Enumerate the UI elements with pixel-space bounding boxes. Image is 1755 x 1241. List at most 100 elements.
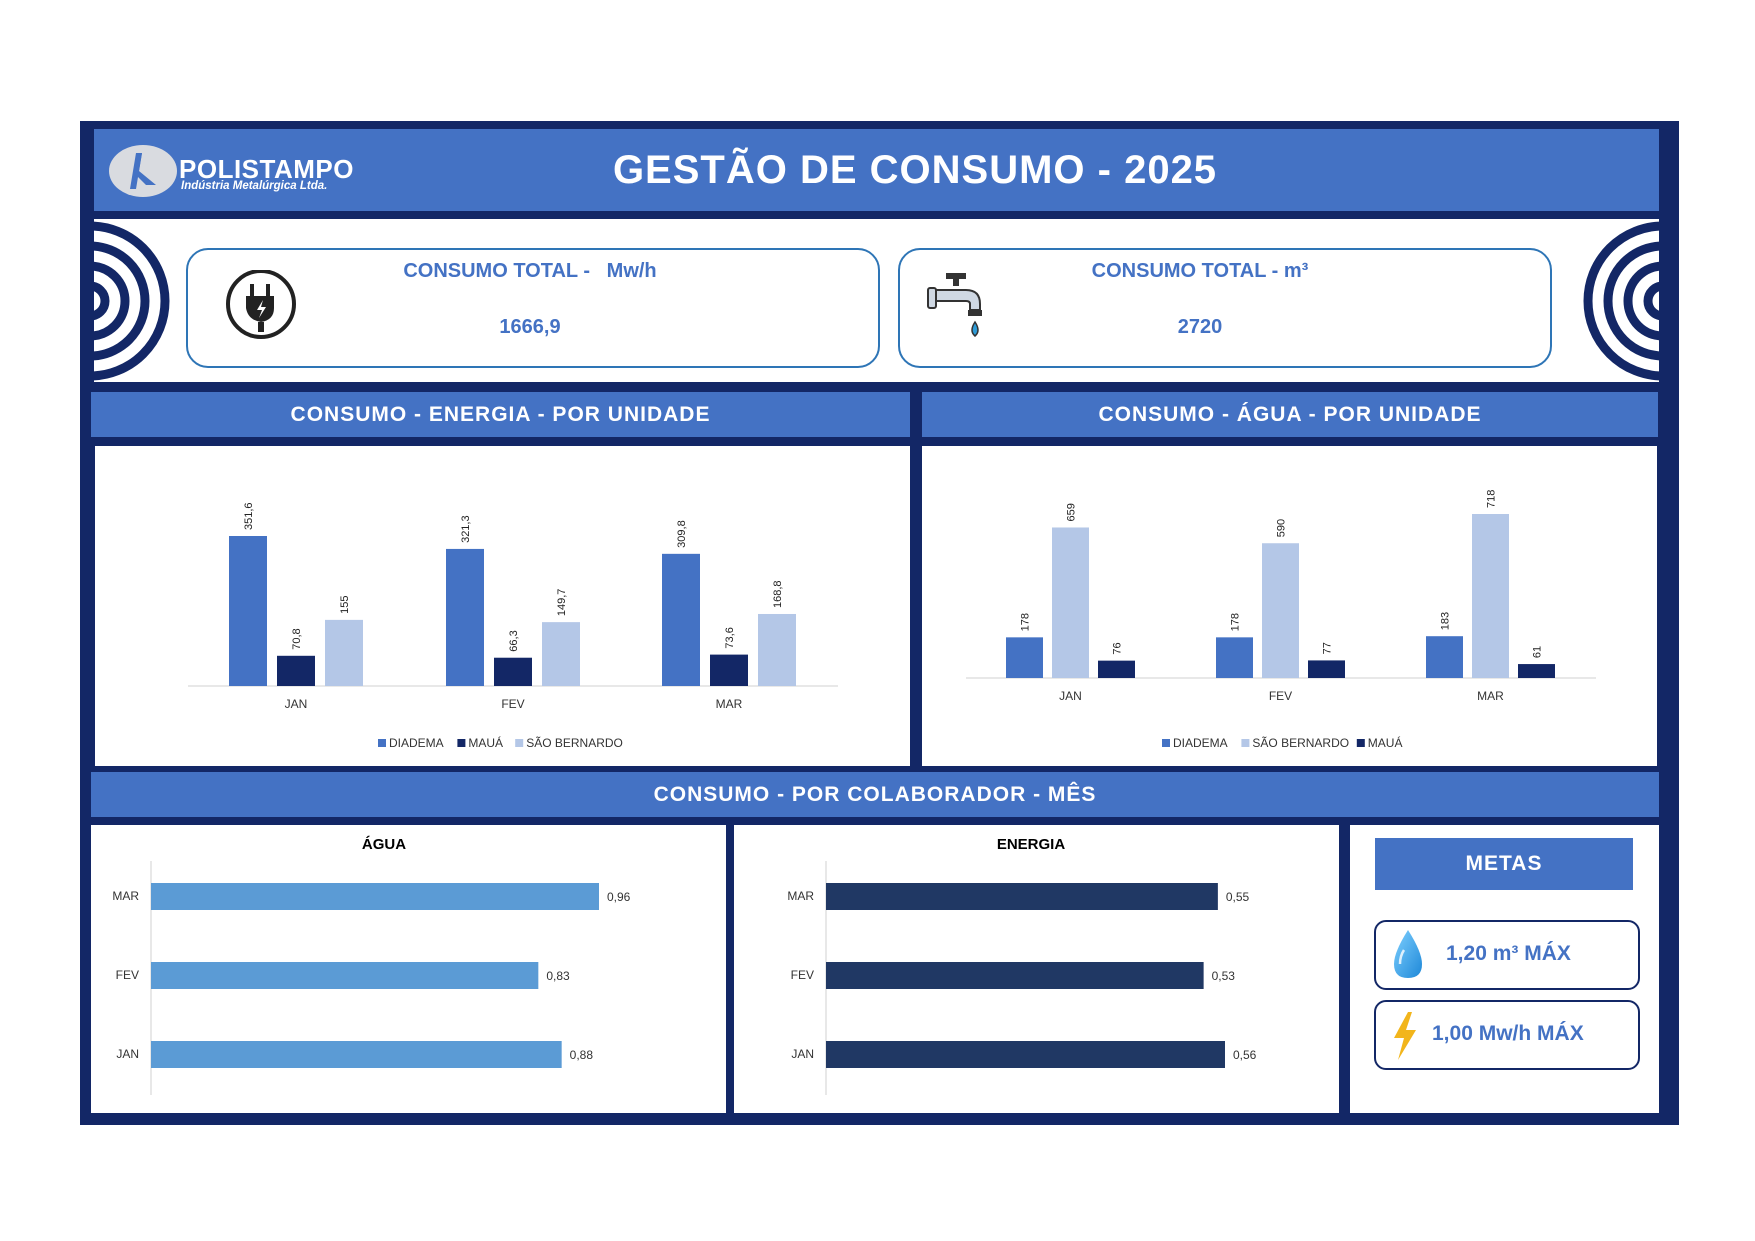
data-label: 718 <box>1486 490 1498 508</box>
x-tick-label: MAR <box>1477 689 1504 703</box>
x-tick-label: JAN <box>285 697 308 711</box>
data-label: 178 <box>1230 613 1242 631</box>
legend-swatch <box>1356 739 1365 747</box>
legend-label: MAUÁ <box>468 735 503 750</box>
meta-energy-box <box>1374 1000 1640 1070</box>
data-label: 66,3 <box>508 630 520 651</box>
agua-colab-panel: ÁGUA MAR 0,96 FEV 0,83 JAN 0,88 <box>91 825 726 1113</box>
hbar-fev <box>826 962 1204 989</box>
data-label: 76 <box>1112 642 1124 654</box>
bar-são-bernardo-jan <box>1052 527 1089 678</box>
legend-swatch <box>515 739 524 747</box>
water-units-chart: 178 659 76 JAN 178 590 77 FEV 183 718 61 MAR DIADEMA… <box>966 490 1596 750</box>
bar-são-bernardo-fev <box>1262 543 1299 678</box>
kpi-card-energy <box>186 248 880 368</box>
bar-diadema-fev <box>446 548 484 686</box>
data-label: 70,8 <box>291 628 303 649</box>
hbar-mar <box>826 883 1218 910</box>
meta-energy-text: 1,00 Mw/h MÁX <box>1432 1022 1584 1045</box>
legend-swatch <box>457 739 466 747</box>
bar-diadema-fev <box>1216 637 1253 678</box>
kpi-card-water <box>898 248 1552 368</box>
agua-colab-chart: ÁGUA MAR 0,96 FEV 0,83 JAN 0,88 <box>112 836 631 1095</box>
meta-water-text: 1,20 m³ MÁX <box>1446 942 1571 965</box>
metas-title: METAS <box>1375 838 1633 890</box>
x-tick-label: FEV <box>501 697 524 711</box>
water-drop-icon <box>1388 926 1428 984</box>
bar-são-bernardo-mar <box>758 613 796 686</box>
legend-label: SÃO BERNARDO <box>1252 736 1349 750</box>
legend-label: MAUÁ <box>1368 735 1403 750</box>
bar-são-bernardo-fev <box>542 622 580 686</box>
data-label: 590 <box>1276 519 1288 537</box>
bar-mauá-jan <box>277 655 315 686</box>
data-label: 0,53 <box>1212 969 1236 983</box>
hbar-jan <box>151 1041 562 1068</box>
page-title: GESTÃO DE CONSUMO - 2025 <box>612 148 1218 192</box>
data-label: 0,83 <box>546 969 570 983</box>
energy-chart-panel: 351,6 70,8 155 JAN 321,3 66,3 149,7 FEV 309,8 73,… <box>95 446 910 766</box>
bar-são-bernardo-mar <box>1472 514 1509 678</box>
y-tick-label: JAN <box>116 1047 139 1061</box>
data-label: 149,7 <box>556 589 568 617</box>
bar-diadema-jan <box>1006 637 1043 678</box>
data-label: 309,8 <box>676 520 688 548</box>
data-label: 61 <box>1532 646 1544 658</box>
data-label: 168,8 <box>772 580 784 608</box>
y-tick-label: MAR <box>112 889 139 903</box>
hbar-mar <box>151 883 599 910</box>
logo-subtitle: Indústria Metalúrgica Ltda. <box>181 180 328 192</box>
x-tick-label: MAR <box>716 697 743 711</box>
data-label: 0,96 <box>607 890 631 904</box>
data-label: 178 <box>1020 613 1032 631</box>
bar-diadema-jan <box>229 536 267 686</box>
legend-label: SÃO BERNARDO <box>526 736 623 750</box>
section-water-units: CONSUMO - ÁGUA - POR UNIDADE <box>922 392 1658 437</box>
lightning-bolt-icon <box>1390 1010 1420 1062</box>
company-logo <box>108 143 388 199</box>
y-tick-label: MAR <box>787 889 814 903</box>
bar-mauá-fev <box>1308 660 1345 678</box>
water-chart-panel: 178 659 76 JAN 178 590 77 FEV 183 718 61 MAR DIADEMA… <box>922 446 1657 766</box>
data-label: 0,56 <box>1233 1048 1257 1062</box>
logo-emblem <box>109 145 177 197</box>
y-tick-label: JAN <box>791 1047 814 1061</box>
x-tick-label: JAN <box>1059 689 1082 703</box>
energy-units-chart: 351,6 70,8 155 JAN 321,3 66,3 149,7 FEV 309,8 73,… <box>188 502 838 750</box>
header-bar <box>94 129 1659 211</box>
y-tick-label: FEV <box>116 968 139 982</box>
legend-swatch <box>1241 739 1250 747</box>
chart-title: ENERGIA <box>997 836 1066 853</box>
section-per-employee: CONSUMO - POR COLABORADOR - MÊS <box>91 772 1659 817</box>
legend-label: DIADEMA <box>389 736 444 750</box>
data-label: 155 <box>339 596 351 614</box>
data-label: 0,88 <box>570 1048 594 1062</box>
energia-colab-panel: ENERGIA MAR 0,55 FEV 0,53 JAN 0,56 <box>734 825 1339 1113</box>
power-plug-icon <box>222 269 298 342</box>
kpi-energy-value: 1666,9 <box>499 316 561 338</box>
hbar-jan <box>826 1041 1225 1068</box>
bar-mauá-mar <box>1518 664 1555 678</box>
data-label: 351,6 <box>243 502 255 530</box>
logo-name: POLISTAMPO <box>179 154 354 184</box>
data-label: 73,6 <box>724 627 736 648</box>
kpi-energy-title: CONSUMO TOTAL - Mw/h <box>403 260 657 282</box>
data-label: 77 <box>1322 642 1334 654</box>
decorative-rings <box>94 221 1659 381</box>
bar-mauá-jan <box>1098 660 1135 678</box>
y-tick-label: FEV <box>791 968 814 982</box>
water-faucet-icon <box>922 270 996 344</box>
bar-mauá-fev <box>494 657 532 686</box>
kpi-water-title: CONSUMO TOTAL - m³ <box>1091 260 1309 282</box>
legend-swatch <box>1162 739 1170 747</box>
bar-são-bernardo-jan <box>325 619 363 686</box>
bar-diadema-mar <box>662 553 700 686</box>
hbar-fev <box>151 962 539 989</box>
bar-mauá-mar <box>710 654 748 686</box>
chart-title: ÁGUA <box>362 836 406 853</box>
section-energy-units: CONSUMO - ENERGIA - POR UNIDADE <box>91 392 910 437</box>
energia-colab-chart: ENERGIA MAR 0,55 FEV 0,53 JAN 0,56 <box>787 836 1257 1095</box>
data-label: 659 <box>1066 503 1078 521</box>
kpi-water-value: 2720 <box>1177 316 1223 338</box>
data-label: 0,55 <box>1226 890 1250 904</box>
